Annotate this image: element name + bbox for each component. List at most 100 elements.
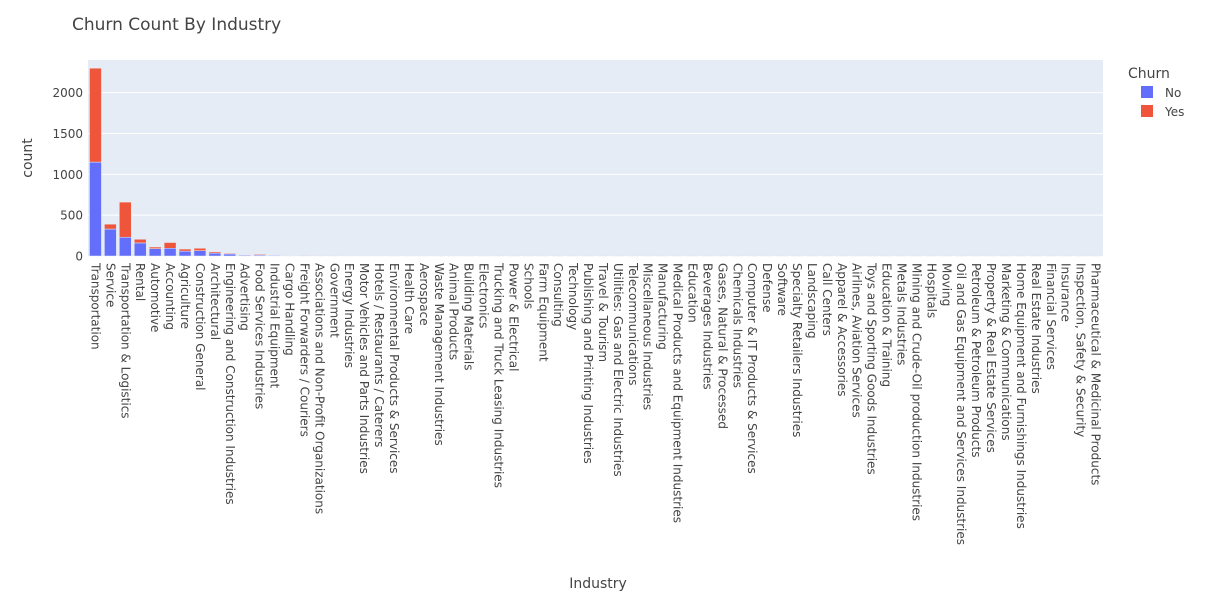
y-axis-title: count (20, 138, 36, 178)
x-tick-label: Financial Services (1044, 263, 1058, 370)
x-tick-label: Cargo Handling (283, 263, 297, 356)
bar-yes (104, 223, 117, 230)
legend: Churn No Yes (1128, 66, 1184, 119)
bar-no (178, 250, 192, 257)
x-tick-label: Health Care (402, 263, 416, 334)
x-tick-label: Mining and Crude-Oil production Industri… (909, 263, 923, 521)
plot-area (88, 60, 1103, 256)
x-tick-label: Trucking and Truck Leasing Industries (491, 262, 505, 488)
x-tick-label: Industrial Equipment (268, 263, 282, 389)
bar-yes (134, 239, 147, 244)
x-tick-label: Consulting (551, 263, 565, 327)
x-tick-label: Associations and Non-Profit Organization… (312, 263, 326, 514)
x-tick-label: Marketing & Communications (999, 263, 1013, 441)
x-tick-label: Defense (760, 263, 774, 312)
bar-yes (178, 248, 192, 252)
y-tick-label: 500 (60, 209, 83, 223)
x-tick-label: Food Services Industries (253, 263, 267, 409)
x-tick-label: Moving (939, 263, 953, 306)
x-tick-label: Advertising (238, 263, 252, 331)
bar-yes (253, 253, 266, 256)
bar-yes (163, 242, 177, 249)
x-tick-label: Landscaping (805, 263, 819, 339)
x-tick-label: Property & Real Estate Services (984, 263, 998, 453)
bar-no (163, 247, 177, 257)
x-tick-label: Medical Products and Equipment Industrie… (671, 263, 685, 523)
x-tick-label: Airlines, Aviation Services (850, 263, 864, 418)
bar-no (89, 161, 102, 257)
x-tick-labels: Transportation Service Transportation & Lo… (88, 262, 1102, 545)
bar-no (223, 253, 237, 257)
x-tick-label: Real Estate Industries (1029, 263, 1043, 394)
x-tick-label: Publishing and Printing Industries (581, 263, 595, 464)
x-tick-label: Motor Vehicles and Parts Industries (357, 263, 371, 474)
x-tick-label: Service (103, 263, 117, 307)
x-tick-label: Animal Products (447, 263, 461, 360)
x-tick-label: Education (686, 263, 700, 323)
x-tick-label: Beverages Industries (700, 263, 714, 390)
x-tick-label: Schools (521, 263, 535, 309)
x-tick-label: Chemicals Industries (730, 263, 744, 388)
x-tick-label: Apparel & Accessories (835, 263, 849, 397)
bar-no (104, 228, 117, 257)
x-tick-label: Inspection, Safety & Security (1074, 263, 1088, 437)
y-tick-labels: 0 500 1000 1500 2000 (52, 86, 83, 263)
x-tick-label: Specialty Retailers Industries (790, 263, 804, 437)
x-tick-label: Energy Industries (342, 263, 356, 368)
bar-yes (208, 251, 222, 254)
x-tick-label: Oil and Gas Equipment and Services Indus… (954, 263, 968, 545)
x-tick-label: Electronics (477, 263, 491, 328)
x-tick-label: Rental (133, 263, 147, 301)
x-tick-label: Environmental Products & Services (387, 263, 401, 474)
x-tick-label: Miscellaneous Industries (641, 263, 655, 410)
x-tick-label: Power & Electrical (506, 263, 520, 371)
x-tick-label: Hotels / Restaurants / Caterers (372, 263, 386, 447)
x-tick-label: Gases, Natural & Processed (715, 263, 729, 429)
x-tick-label: Toys and Sporting Goods Industries (865, 262, 879, 475)
bar-no (134, 242, 147, 257)
legend-swatch-no (1141, 86, 1153, 98)
x-tick-label: Transportation (88, 262, 102, 350)
y-tick-label: 1500 (52, 127, 83, 141)
x-tick-label: Aerospace (417, 263, 431, 326)
bar-yes (193, 247, 207, 251)
bar-yes (119, 201, 132, 238)
bar-no (148, 248, 162, 257)
bar-yes (148, 246, 162, 249)
x-tick-label: Home Equipment and Furnishings Industrie… (1014, 263, 1028, 529)
x-tick-label: Transportation & Logistics (118, 262, 132, 419)
x-tick-label: Government (327, 263, 341, 338)
x-tick-label: Computer & IT Products & Services (745, 263, 759, 474)
y-tick-label: 2000 (52, 86, 83, 100)
y-tick-label: 1000 (52, 168, 83, 182)
bar-no (119, 236, 132, 257)
x-tick-label: Call Centers (820, 263, 834, 336)
x-tick-label: Building Materials (462, 263, 476, 371)
x-tick-label: Automotive (148, 263, 162, 332)
x-tick-label: Education & Training (880, 263, 894, 387)
x-tick-label: Farm Equipment (536, 263, 550, 362)
bar-no (193, 250, 207, 257)
legend-label-no: No (1165, 86, 1181, 100)
x-tick-label: Agriculture (178, 263, 192, 329)
legend-title: Churn (1128, 66, 1170, 82)
bar-no (208, 252, 222, 257)
x-tick-label: Technology (566, 262, 580, 330)
y-gridlines (88, 92, 1103, 216)
x-tick-label: Pharmaceutical & Medicinal Products (1089, 263, 1103, 485)
x-tick-label: Hospitals (924, 263, 938, 318)
x-tick-label: Telecommunications (626, 262, 640, 385)
bars (89, 67, 1102, 257)
x-tick-label: Construction General (193, 263, 207, 391)
x-tick-label: Waste Management Industries (432, 263, 446, 446)
y-tick-label: 0 (75, 250, 83, 264)
x-tick-label: Insurance (1059, 263, 1073, 322)
legend-label-yes: Yes (1164, 105, 1184, 119)
x-tick-label: Software (775, 263, 789, 316)
x-tick-label: Travel & Tourism (596, 262, 610, 362)
legend-swatch-yes (1141, 105, 1153, 117)
x-tick-label: Metals Industries (894, 263, 908, 365)
x-tick-label: Utilities: Gas and Electric Industries (611, 263, 625, 477)
x-tick-label: Accounting (163, 263, 177, 330)
